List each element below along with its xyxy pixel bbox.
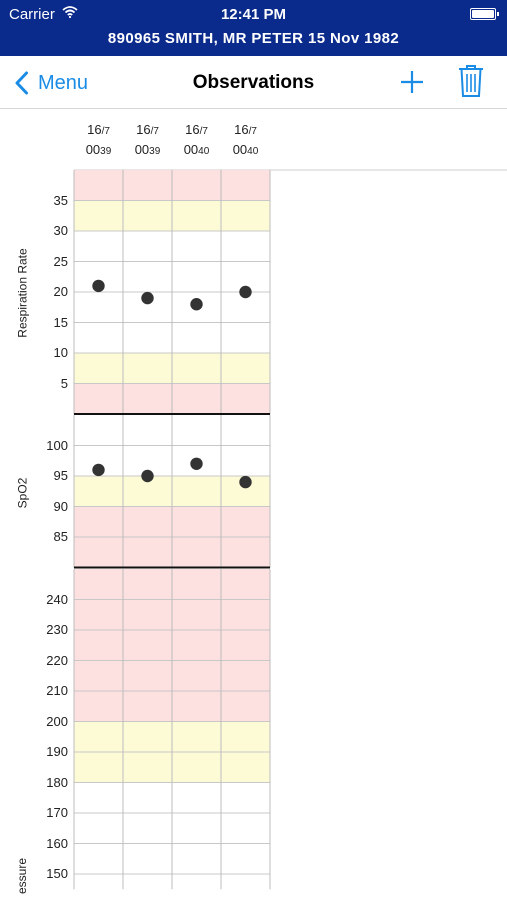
y-tick-label: 170 bbox=[46, 805, 68, 820]
column-header: 16/7 0040 bbox=[232, 122, 259, 157]
data-point bbox=[141, 469, 154, 483]
data-point bbox=[190, 298, 203, 311]
back-button-label: Menu bbox=[38, 71, 89, 94]
column-header: 16/7 0039 bbox=[85, 122, 112, 157]
y-tick-label: 20 bbox=[53, 284, 68, 299]
y-axis-title: essure bbox=[15, 857, 30, 895]
chevron-left-icon bbox=[15, 71, 28, 95]
data-point bbox=[92, 463, 105, 477]
back-button[interactable]: Menu bbox=[14, 70, 88, 96]
y-tick-label: 220 bbox=[46, 652, 68, 668]
navigation-bar: Menu Observations bbox=[0, 56, 507, 109]
data-point bbox=[141, 291, 154, 305]
battery-icon bbox=[470, 8, 499, 20]
status-time: 12:41 PM bbox=[220, 6, 287, 23]
data-point bbox=[92, 279, 105, 293]
data-point bbox=[239, 285, 252, 299]
data-point bbox=[239, 475, 252, 489]
data-point bbox=[190, 457, 203, 470]
column-header: 16/7 0040 bbox=[183, 122, 210, 157]
y-tick-label: 90 bbox=[53, 498, 68, 514]
y-tick-label: 5 bbox=[60, 375, 68, 391]
y-axis-title: Respiration Rate bbox=[15, 248, 30, 338]
y-tick-label: 95 bbox=[53, 468, 68, 483]
y-tick-label: 150 bbox=[46, 866, 68, 881]
patient-info: 890965 SMITH, MR PETER 15 Nov 1982 bbox=[107, 30, 400, 47]
y-tick-label: 180 bbox=[46, 774, 68, 790]
y-tick-label: 240 bbox=[46, 591, 68, 607]
carrier-label: Carrier bbox=[9, 6, 55, 23]
y-tick-label: 85 bbox=[53, 529, 68, 544]
y-tick-label: 160 bbox=[46, 835, 68, 851]
y-tick-label: 10 bbox=[53, 345, 68, 360]
y-tick-label: 15 bbox=[53, 314, 68, 330]
y-tick-label: 30 bbox=[53, 223, 68, 238]
y-tick-label: 190 bbox=[46, 744, 68, 759]
page-title: Observations bbox=[192, 72, 315, 93]
y-tick-label: 230 bbox=[46, 622, 68, 637]
y-tick-label: 100 bbox=[46, 437, 68, 453]
wifi-icon bbox=[62, 6, 78, 18]
column-header: 16/7 0039 bbox=[134, 122, 161, 157]
trash-icon[interactable] bbox=[458, 64, 484, 98]
y-tick-label: 210 bbox=[46, 683, 68, 698]
y-axis-title: SpO2 bbox=[14, 477, 29, 509]
y-tick-label: 35 bbox=[53, 192, 68, 208]
y-tick-label: 25 bbox=[53, 253, 68, 269]
patient-banner: Carrier 12:41 PM 890965 SMITH, MR PETER … bbox=[0, 0, 507, 56]
plus-icon[interactable] bbox=[400, 70, 424, 94]
y-tick-label: 200 bbox=[46, 713, 68, 729]
